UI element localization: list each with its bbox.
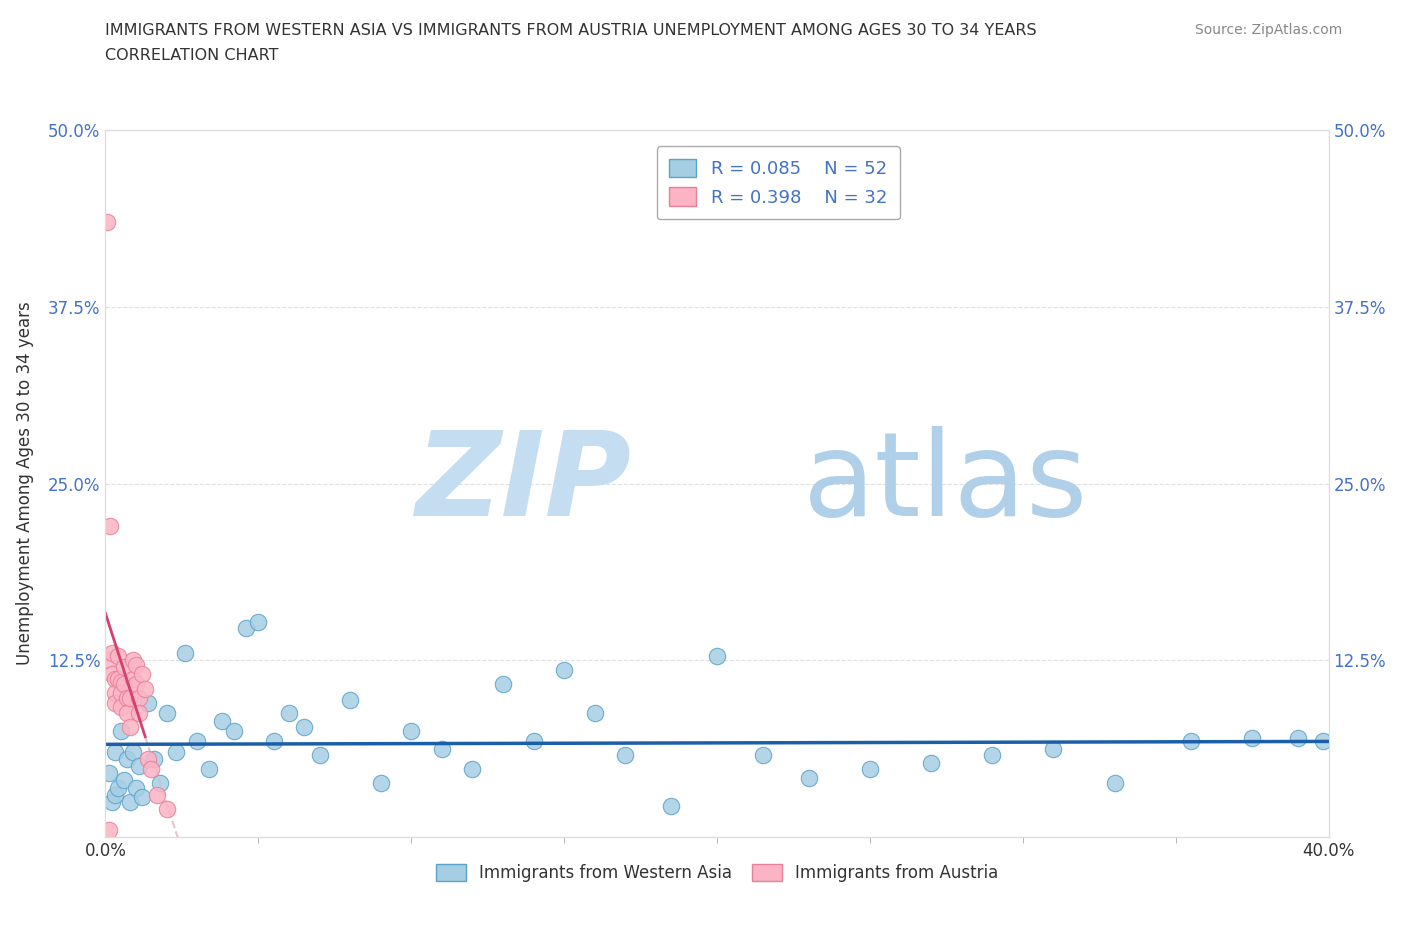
Point [125, 658, 148, 672]
Point [523, 734, 546, 749]
Text: Source: ZipAtlas.com: Source: ZipAtlas.com [1195, 23, 1343, 37]
Point [211, 713, 233, 728]
Text: CORRELATION CHART: CORRELATION CHART [105, 48, 278, 63]
Point [1241, 731, 1264, 746]
Point [492, 677, 515, 692]
Point [100, 794, 122, 809]
Point [222, 724, 245, 738]
Point [110, 674, 132, 689]
Point [981, 748, 1004, 763]
Point [136, 751, 159, 766]
Point [308, 748, 330, 763]
Point [155, 705, 177, 720]
Point [100, 667, 122, 682]
Point [263, 734, 285, 749]
Point [797, 770, 820, 785]
Point [122, 745, 145, 760]
Point [134, 681, 156, 696]
Point [659, 799, 682, 814]
Point [278, 705, 301, 720]
Point [461, 762, 484, 777]
Point [149, 776, 172, 790]
Point [186, 734, 208, 749]
Point [104, 787, 127, 802]
Point [128, 705, 150, 720]
Point [1042, 742, 1064, 757]
Point [104, 745, 127, 760]
Point [112, 660, 135, 675]
Point [125, 677, 148, 692]
Point [97, 766, 120, 781]
Point [131, 790, 153, 804]
Text: IMMIGRANTS FROM WESTERN ASIA VS IMMIGRANTS FROM AUSTRIA UNEMPLOYMENT AMONG AGES : IMMIGRANTS FROM WESTERN ASIA VS IMMIGRAN… [105, 23, 1038, 38]
Point [165, 745, 187, 760]
Point [146, 787, 169, 802]
Point [104, 671, 127, 686]
Point [110, 724, 132, 738]
Point [115, 705, 138, 720]
Point [1286, 731, 1309, 746]
Point [96, 215, 118, 230]
Point [104, 685, 127, 700]
Point [401, 724, 423, 738]
Point [339, 693, 361, 708]
Text: ZIP: ZIP [415, 426, 631, 541]
Point [583, 705, 606, 720]
Point [128, 759, 150, 774]
Point [128, 691, 150, 706]
Point [920, 756, 942, 771]
Point [97, 653, 120, 668]
Point [370, 776, 392, 790]
Point [136, 696, 159, 711]
Point [247, 615, 270, 630]
Point [115, 691, 138, 706]
Point [112, 773, 135, 788]
Point [859, 762, 882, 777]
Point [122, 671, 145, 686]
Point [1312, 734, 1334, 749]
Point [122, 653, 145, 668]
Point [1104, 776, 1126, 790]
Point [100, 645, 122, 660]
Point [112, 677, 135, 692]
Point [155, 802, 177, 817]
Point [115, 751, 138, 766]
Point [118, 719, 141, 734]
Point [198, 762, 221, 777]
Point [143, 751, 166, 766]
Point [118, 691, 141, 706]
Legend: Immigrants from Western Asia, Immigrants from Austria: Immigrants from Western Asia, Immigrants… [429, 857, 1005, 889]
Point [235, 620, 257, 635]
Point [614, 748, 637, 763]
Point [430, 742, 453, 757]
Point [174, 645, 197, 660]
Point [104, 696, 127, 711]
Point [110, 699, 132, 714]
Text: atlas: atlas [803, 426, 1088, 541]
Point [110, 685, 132, 700]
Point [107, 671, 129, 686]
Point [131, 667, 153, 682]
Point [706, 648, 728, 663]
Point [752, 748, 775, 763]
Point [125, 780, 148, 795]
Y-axis label: Unemployment Among Ages 30 to 34 years: Unemployment Among Ages 30 to 34 years [15, 301, 34, 666]
Point [97, 822, 120, 837]
Point [141, 762, 163, 777]
Point [553, 663, 575, 678]
Point [118, 794, 141, 809]
Point [1180, 734, 1202, 749]
Point [107, 780, 129, 795]
Point [107, 648, 129, 663]
Point [292, 719, 315, 734]
Point [98, 519, 121, 534]
